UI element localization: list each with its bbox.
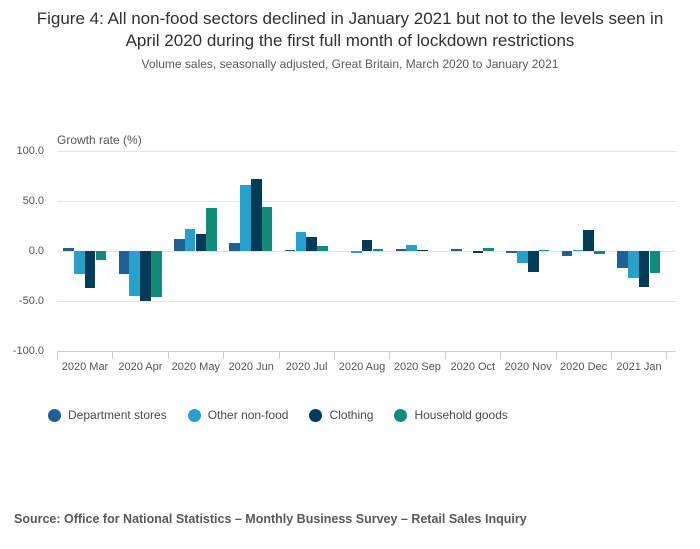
y-tick-label: 50.0: [22, 195, 44, 207]
bar-other-non-food-2020-may[interactable]: [184, 229, 196, 251]
bar-clothing-2020-jun[interactable]: [250, 179, 262, 251]
x-tick-mark: [444, 351, 446, 359]
bar-department-stores-2020-oct[interactable]: [450, 249, 462, 251]
legend-item-department-stores[interactable]: Department stores: [48, 408, 167, 422]
legend-item-household-goods[interactable]: Household goods: [394, 408, 508, 422]
legend-label: Household goods: [414, 408, 508, 422]
x-tick-label: 2020 Mar: [61, 361, 109, 373]
bar-department-stores-2020-apr[interactable]: [118, 251, 130, 274]
x-tick-label: 2021 Jan: [616, 361, 662, 373]
bar-clothing-2020-mar[interactable]: [84, 251, 96, 288]
figure-subtitle: Volume sales, seasonally adjusted, Great…: [141, 57, 559, 71]
bar-other-non-food-2020-jun[interactable]: [240, 185, 251, 251]
bar-clothing-2020-may[interactable]: [195, 234, 207, 251]
x-axis-tick-labels: 2020 Mar 2020 Apr 2020 May 2020 Jun 2020 Jul…: [57, 361, 676, 377]
bar-household-goods-2020-apr[interactable]: [150, 251, 162, 297]
x-tick-label: 2020 Aug: [338, 361, 386, 373]
legend-item-other-non-food[interactable]: Other non-food: [187, 408, 289, 422]
y-tick-label: 0.0: [28, 245, 44, 257]
bar-clothing-2020-oct[interactable]: [472, 251, 484, 253]
bar-other-non-food-2020-jul[interactable]: [295, 232, 307, 251]
x-tick-mark: [223, 351, 225, 359]
x-tick-label: 2020 Oct: [450, 361, 496, 373]
x-tick-label: 2020 Jul: [285, 361, 328, 373]
x-axis-line: [57, 351, 676, 352]
legend-marker-icon: [394, 408, 408, 422]
gridline: [57, 151, 676, 152]
bar-household-goods-2020-jun[interactable]: [261, 207, 273, 251]
plot-area: [57, 151, 676, 359]
bar-department-stores-2020-nov[interactable]: [506, 251, 518, 253]
legend: Department stores Other non-food Clothin…: [48, 408, 529, 422]
bar-clothing-2020-dec[interactable]: [583, 230, 595, 251]
bar-household-goods-2020-oct[interactable]: [483, 247, 495, 251]
bar-clothing-2020-apr[interactable]: [140, 251, 151, 301]
bar-household-goods-2020-aug[interactable]: [372, 249, 384, 251]
bar-department-stores-2021-jan[interactable]: [617, 251, 628, 268]
x-tick-mark: [611, 351, 612, 359]
bar-other-non-food-2020-aug[interactable]: [350, 251, 362, 253]
x-tick-mark: [57, 351, 58, 359]
bar-other-non-food-2020-nov[interactable]: [517, 251, 528, 263]
x-tick-label: 2020 Jun: [228, 361, 274, 373]
bar-household-goods-2020-mar[interactable]: [95, 251, 107, 260]
x-tick-label: 2020 Sep: [393, 361, 441, 373]
y-tick-label: 100.0: [16, 145, 44, 157]
x-tick-mark: [334, 351, 335, 359]
bar-clothing-2021-jan[interactable]: [638, 251, 650, 287]
x-tick-label: 2020 Dec: [560, 361, 608, 373]
y-axis-title: Growth rate (%): [57, 133, 142, 147]
bar-department-stores-2020-sep[interactable]: [395, 249, 407, 251]
gridline: [57, 251, 676, 252]
legend-marker-icon: [48, 408, 61, 422]
gridline: [57, 201, 676, 202]
bar-department-stores-2020-jun[interactable]: [229, 243, 241, 251]
gridline: [57, 301, 676, 302]
bar-department-stores-2020-may[interactable]: [173, 239, 185, 251]
legend-item-clothing[interactable]: Clothing: [309, 408, 373, 422]
x-tick-label: 2020 May: [171, 361, 220, 373]
bar-department-stores-2020-mar[interactable]: [63, 248, 74, 251]
bar-clothing-2020-nov[interactable]: [527, 251, 539, 272]
x-tick-mark: [500, 351, 502, 359]
legend-label: Other non-food: [207, 408, 289, 422]
figure-title: Figure 4: All non-food sectors declined …: [36, 9, 664, 50]
x-tick-mark: [389, 351, 391, 359]
x-tick-mark: [167, 351, 169, 359]
x-tick-label: 2020 Apr: [118, 361, 163, 373]
bar-other-non-food-2020-mar[interactable]: [73, 251, 85, 274]
bar-household-goods-2020-nov[interactable]: [538, 250, 550, 251]
bar-department-stores-2020-dec[interactable]: [561, 251, 573, 256]
x-tick-label: 2020 Nov: [504, 361, 552, 373]
y-tick-label: -100.0: [12, 345, 44, 357]
legend-marker-icon: [309, 408, 323, 422]
bar-other-non-food-2020-apr[interactable]: [129, 251, 141, 296]
bar-household-goods-2020-jul[interactable]: [317, 246, 328, 251]
bar-other-non-food-2020-sep[interactable]: [406, 244, 418, 251]
legend-marker-icon: [187, 408, 201, 422]
bar-clothing-2020-aug[interactable]: [361, 240, 373, 251]
y-axis-tick-labels: 100.0 50.0 0.0 -50.0 -100.0: [0, 145, 44, 357]
x-tick-mark: [666, 351, 668, 359]
x-tick-mark: [112, 351, 114, 359]
bar-other-non-food-2021-jan[interactable]: [627, 251, 639, 278]
legend-label: Department stores: [68, 408, 167, 422]
bar-household-goods-2020-dec[interactable]: [594, 251, 605, 254]
source-note: Source: Office for National Statistics –…: [14, 512, 527, 526]
bar-clothing-2020-sep[interactable]: [417, 249, 428, 251]
bar-department-stores-2020-jul[interactable]: [284, 250, 296, 251]
y-tick-label: -50.0: [18, 295, 44, 307]
x-tick-mark: [555, 351, 557, 359]
bar-clothing-2020-jul[interactable]: [306, 236, 318, 251]
x-tick-mark: [278, 351, 280, 359]
legend-label: Clothing: [329, 408, 374, 422]
bar-other-non-food-2020-dec[interactable]: [572, 249, 584, 251]
bar-household-goods-2020-may[interactable]: [206, 208, 218, 251]
bar-household-goods-2021-jan[interactable]: [649, 251, 661, 273]
